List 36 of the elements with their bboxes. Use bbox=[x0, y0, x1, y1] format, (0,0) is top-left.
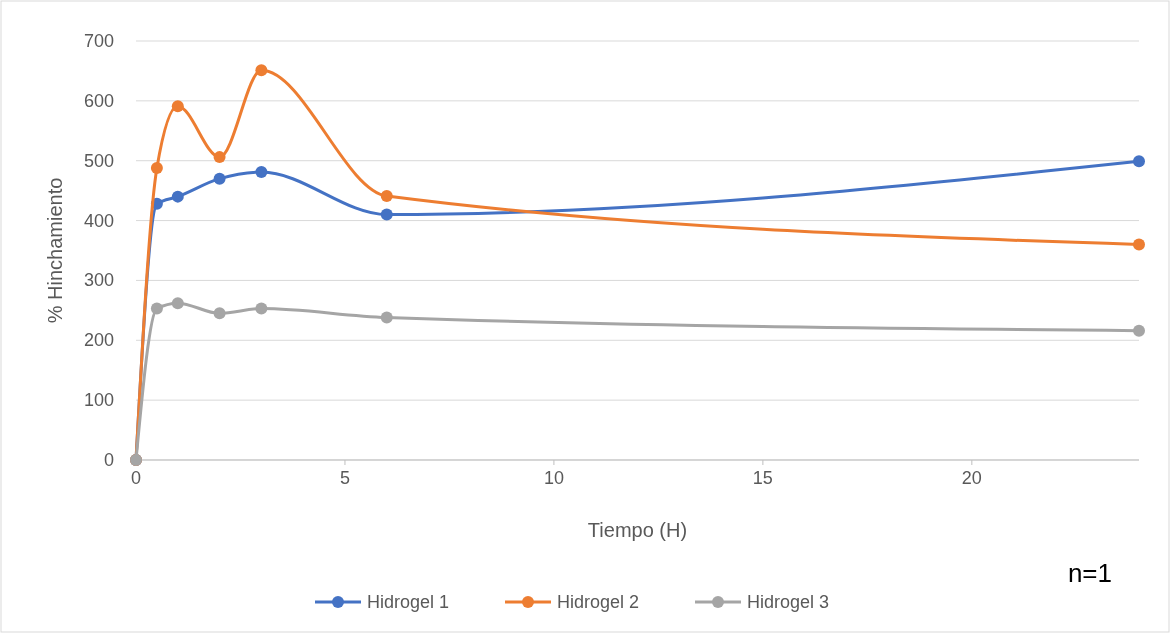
x-tick-label: 0 bbox=[130, 468, 142, 488]
point bbox=[213, 307, 226, 320]
point bbox=[150, 161, 163, 174]
y-tick-label: 500 bbox=[83, 150, 114, 171]
x-tick-label: 10 bbox=[543, 468, 564, 488]
point bbox=[380, 208, 393, 221]
point bbox=[1133, 324, 1145, 337]
point bbox=[171, 190, 184, 203]
point bbox=[150, 302, 163, 315]
point bbox=[1133, 238, 1145, 251]
point bbox=[380, 190, 393, 203]
x-tick-label: 15 bbox=[752, 468, 773, 488]
point bbox=[1133, 155, 1145, 168]
y-tick-label: 0 bbox=[103, 450, 114, 470]
y-tick-label: 700 bbox=[83, 31, 114, 51]
x-tick-label: 5 bbox=[339, 468, 350, 488]
point bbox=[213, 151, 226, 164]
legend-label: Hidrogel 3 bbox=[747, 592, 830, 612]
point bbox=[213, 172, 226, 185]
y-axis-title: % Hinchamiento bbox=[44, 177, 66, 324]
point bbox=[380, 311, 393, 324]
x-axis-title: Tiempo (H) bbox=[587, 519, 688, 541]
text: n=1 bbox=[1067, 558, 1112, 588]
legend-label: Hidrogel 2 bbox=[557, 592, 640, 612]
y-tick-label: 600 bbox=[83, 90, 114, 111]
point bbox=[255, 302, 268, 315]
x-tick-label: 20 bbox=[961, 468, 982, 488]
point bbox=[255, 64, 268, 77]
legend-label: Hidrogel 1 bbox=[367, 592, 450, 612]
y-tick-label: 300 bbox=[83, 270, 114, 291]
point bbox=[255, 166, 268, 179]
y-tick-label: 100 bbox=[83, 390, 114, 411]
y-tick-label: 400 bbox=[83, 210, 114, 231]
y-tick-label: 200 bbox=[83, 330, 114, 351]
point bbox=[171, 297, 184, 310]
point bbox=[171, 100, 184, 113]
